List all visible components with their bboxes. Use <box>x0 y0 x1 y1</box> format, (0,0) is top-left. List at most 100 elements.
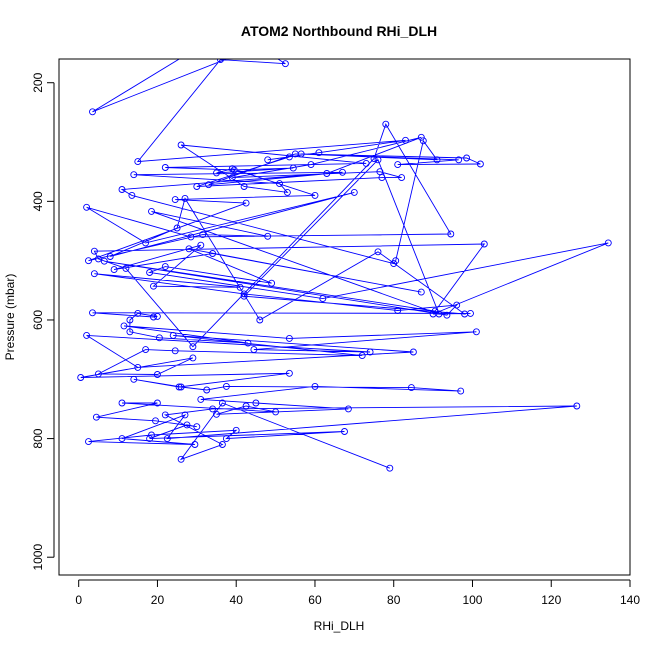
data-point <box>307 161 315 169</box>
data-point <box>344 405 352 413</box>
data-point <box>134 309 142 317</box>
data-point <box>177 455 185 463</box>
data-point <box>264 232 272 240</box>
data-point <box>443 311 451 319</box>
data-point <box>209 250 217 257</box>
data-point <box>142 346 150 354</box>
data-point <box>291 150 299 158</box>
data-point <box>142 239 150 247</box>
data-point <box>100 257 108 265</box>
data-point <box>152 417 159 425</box>
x-tick-label: 140 <box>620 593 640 607</box>
data-point <box>228 174 236 182</box>
data-point <box>161 411 169 419</box>
data-point <box>285 369 293 377</box>
data-point <box>161 164 169 171</box>
data-point <box>268 279 276 287</box>
data-point <box>173 224 181 232</box>
data-point <box>249 46 255 52</box>
data-point <box>457 387 465 395</box>
data-point <box>476 160 484 168</box>
data-point <box>90 247 98 255</box>
series-line <box>80 59 609 469</box>
data-point <box>252 399 260 407</box>
data-point <box>230 166 238 174</box>
data-point <box>463 154 471 162</box>
data-point <box>289 164 297 172</box>
data-point <box>232 426 240 434</box>
data-point <box>244 339 252 347</box>
data-point <box>189 354 197 362</box>
data-point <box>185 245 193 253</box>
plot-frame <box>58 58 631 576</box>
data-point <box>213 169 220 177</box>
data-point <box>276 180 283 188</box>
data-point <box>130 375 138 383</box>
data-point <box>153 371 161 378</box>
data-point <box>250 346 258 354</box>
data-point <box>181 411 189 419</box>
data-point <box>242 402 250 410</box>
data-point <box>83 203 91 211</box>
data-point <box>341 428 348 435</box>
data-point <box>130 171 138 179</box>
data-point <box>455 156 463 164</box>
data-point <box>205 181 213 189</box>
data-point <box>394 307 402 314</box>
x-tick-label: 40 <box>230 593 244 607</box>
data-point <box>417 288 425 296</box>
data-point <box>153 399 161 407</box>
data-point <box>134 363 142 371</box>
y-tick-label: 200 <box>31 72 45 92</box>
data-point <box>386 464 394 472</box>
data-point <box>92 413 100 421</box>
data-point <box>169 331 177 339</box>
y-tick-label: 800 <box>31 428 45 448</box>
data-point <box>94 370 102 378</box>
data-point <box>118 186 126 193</box>
data-point <box>222 382 230 390</box>
data-point <box>161 263 169 271</box>
data-point <box>203 386 211 394</box>
data-point <box>362 159 370 167</box>
data-point <box>218 441 226 448</box>
data-point <box>370 155 378 163</box>
data-point <box>467 309 474 317</box>
data-point <box>272 408 280 416</box>
data-point <box>89 108 96 116</box>
data-point <box>256 316 264 324</box>
data-point <box>155 334 163 342</box>
data-point <box>209 405 217 413</box>
x-tick-label: 80 <box>387 593 401 607</box>
x-axis: 0 20 40 60 80 100 120 140 <box>75 579 640 607</box>
data-point <box>265 50 271 56</box>
data-point <box>394 161 402 169</box>
data-point <box>171 196 179 204</box>
data-point <box>77 374 85 381</box>
data-point <box>148 207 155 215</box>
data-point <box>573 402 581 410</box>
data-point <box>240 292 248 300</box>
data-point <box>150 313 157 321</box>
data-point <box>120 322 128 330</box>
data-point <box>236 283 244 291</box>
y-tick-label: 400 <box>31 191 45 211</box>
data-point <box>85 438 92 446</box>
data-point <box>94 255 102 263</box>
y-axis: 200 400 600 800 1000 <box>31 72 55 571</box>
data-point <box>213 410 220 418</box>
data-point <box>283 188 291 196</box>
data-point <box>150 282 157 290</box>
y-tick-label: 600 <box>31 310 45 330</box>
data-point <box>350 188 358 196</box>
data-point <box>374 156 382 164</box>
data-point <box>181 194 189 202</box>
data-point <box>191 441 199 448</box>
data-point <box>242 199 250 207</box>
data-point <box>222 435 230 443</box>
data-point <box>197 241 205 249</box>
data-point <box>148 431 155 439</box>
x-tick-label: 120 <box>541 593 561 607</box>
data-point <box>472 328 480 336</box>
x-tick-label: 0 <box>75 593 82 607</box>
